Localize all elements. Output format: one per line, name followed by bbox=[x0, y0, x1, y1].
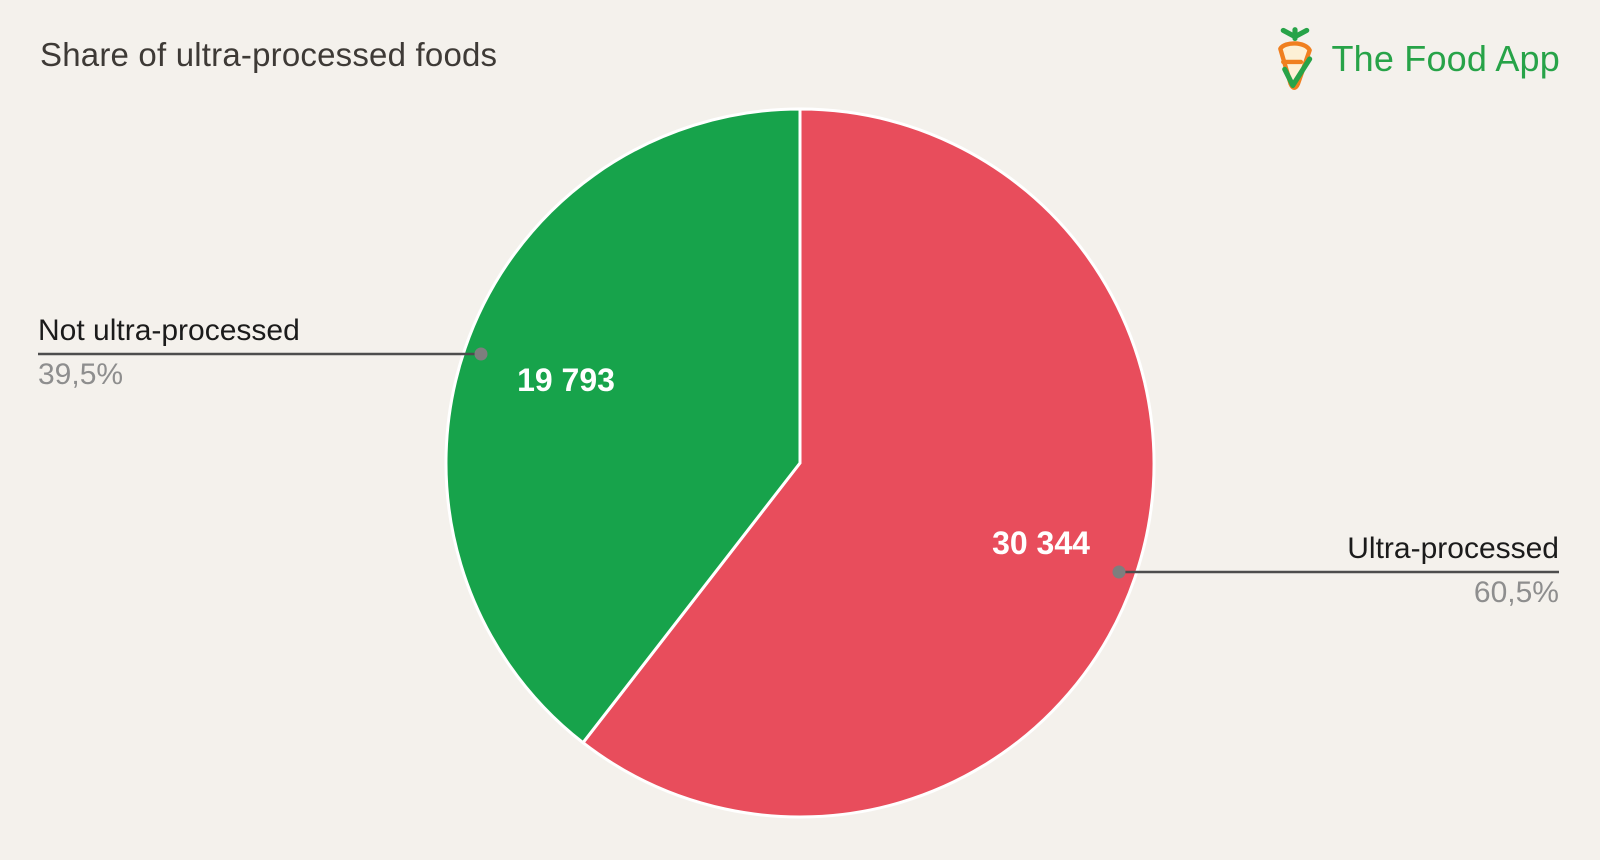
carrot-logo-icon bbox=[1278, 27, 1313, 90]
leader-dot-not-ultra-processed bbox=[474, 347, 488, 361]
leader-dot-ultra-processed bbox=[1112, 565, 1126, 579]
slice-value-not-ultra-processed: 19 793 bbox=[517, 362, 615, 398]
brand-logo: The Food App bbox=[1273, 22, 1560, 96]
slice-value-ultra-processed: 30 344 bbox=[992, 525, 1090, 561]
chart-title: Share of ultra-processed foods bbox=[40, 36, 498, 73]
pie-slice-not-ultra-processed[interactable] bbox=[444, 107, 802, 745]
pie-slice-ultra-processed[interactable] bbox=[581, 107, 1156, 819]
brand-name: The Food App bbox=[1331, 38, 1560, 79]
callout-percent-not-ultra-processed: 39,5% bbox=[38, 358, 124, 391]
callout-label-not-ultra-processed: Not ultra-processed bbox=[38, 314, 300, 347]
callout-percent-ultra-processed: 60,5% bbox=[1473, 576, 1559, 609]
callout-label-ultra-processed: Ultra-processed bbox=[1347, 532, 1559, 565]
